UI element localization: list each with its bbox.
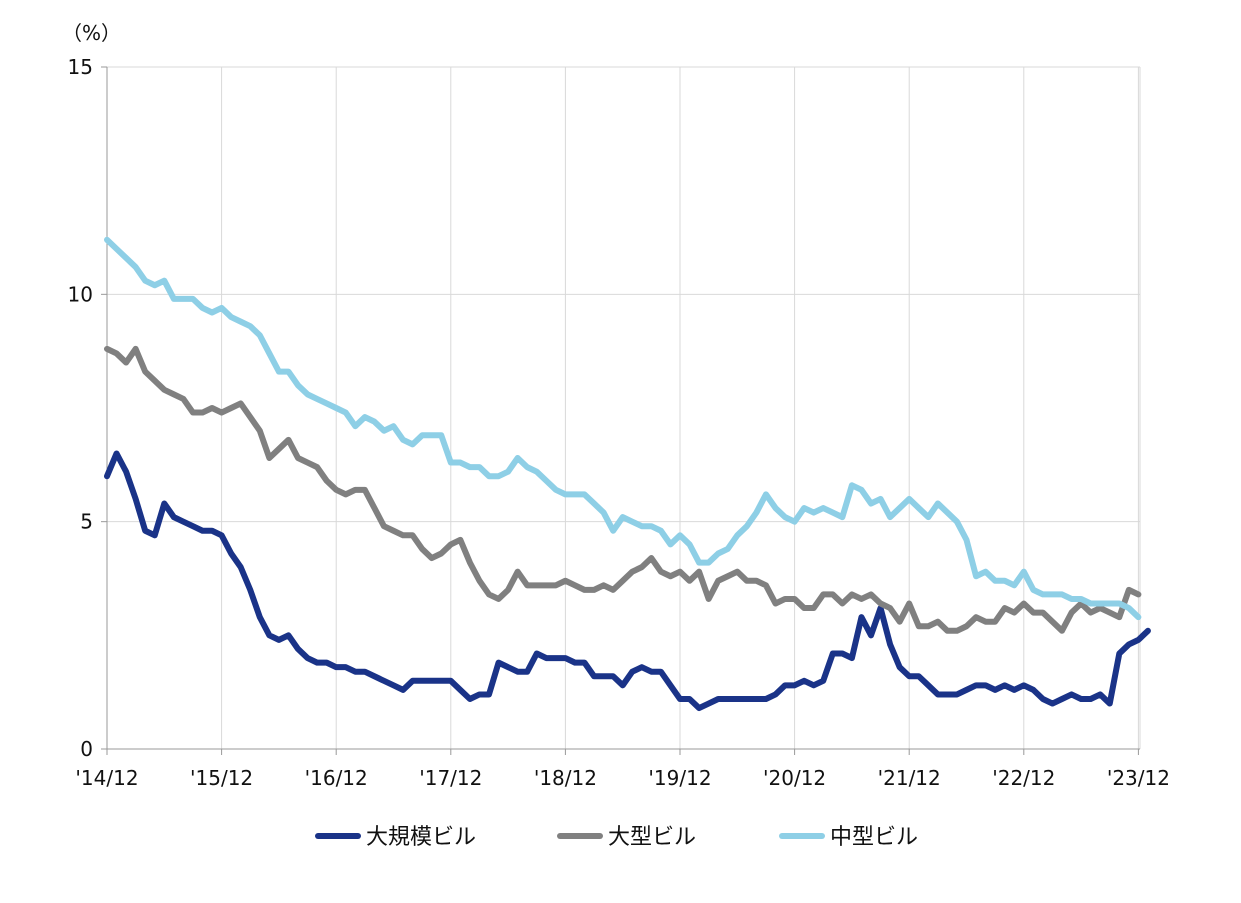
x-tick-label: '21/12: [878, 766, 941, 790]
series-lines: [104, 236, 1151, 712]
x-tick-label: '19/12: [648, 766, 711, 790]
axes: [101, 66, 1140, 755]
x-tick-label: '17/12: [419, 766, 482, 790]
y-tick-label: 0: [80, 737, 93, 761]
x-tick-label: '16/12: [305, 766, 368, 790]
series-line-3: [104, 236, 1142, 621]
x-tick-label: '18/12: [534, 766, 597, 790]
y-tick-label: 5: [80, 510, 93, 534]
x-tick-label: '20/12: [763, 766, 826, 790]
legend-label: 大型ビル: [608, 825, 696, 850]
y-tick-labels: 0 5 10 15: [68, 55, 93, 761]
legend: 大規模ビル 大型ビル 中型ビル: [315, 825, 918, 850]
x-tick-label: '14/12: [75, 766, 138, 790]
x-tick-label: '22/12: [992, 766, 1055, 790]
legend-label: 中型ビル: [830, 825, 918, 850]
y-tick-label: 15: [68, 55, 93, 79]
series-line-1: [104, 450, 1151, 712]
legend-label: 大規模ビル: [366, 825, 476, 850]
x-tick-label: '23/12: [1107, 766, 1170, 790]
series-line-2: [104, 345, 1142, 634]
x-tick-labels: '14/12 '15/12 '16/12 '17/12 '18/12 '19/12 '20/…: [75, 766, 1170, 790]
x-tick-label: '15/12: [190, 766, 253, 790]
grid-lines: [107, 66, 1141, 749]
y-unit-label: （%）: [62, 21, 121, 45]
y-tick-label: 10: [68, 282, 93, 306]
